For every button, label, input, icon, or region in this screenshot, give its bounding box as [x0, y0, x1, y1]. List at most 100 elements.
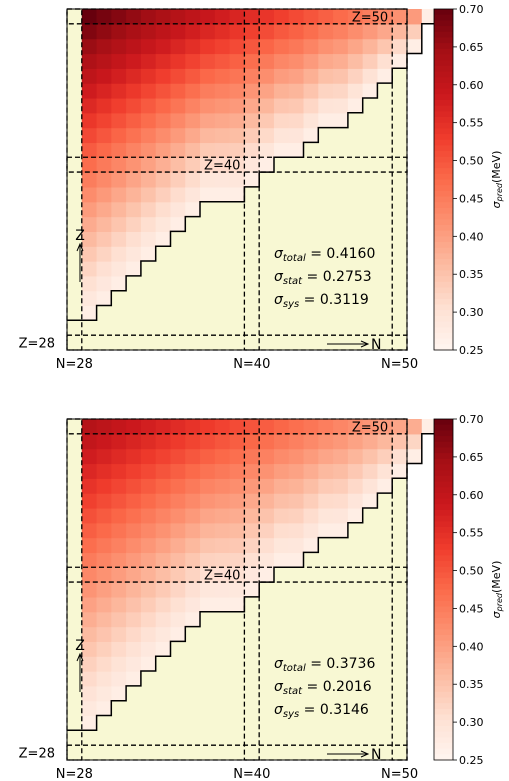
heatmap-cell	[81, 261, 98, 277]
heatmap-cell	[96, 127, 112, 144]
heatmap-cell	[170, 596, 186, 613]
heatmap-cell	[140, 68, 157, 84]
heatmap-cell	[126, 172, 142, 188]
sigma-sys: σsys = 0.3146	[274, 702, 369, 720]
heatmap-cell	[96, 97, 112, 114]
heatmap-cell	[126, 9, 142, 25]
heatmap-cell	[81, 685, 98, 702]
heatmap-cell	[200, 567, 216, 583]
label-z40: Z=40	[204, 159, 240, 174]
colorbar-segment	[434, 82, 453, 90]
heatmap-cell	[407, 448, 423, 465]
heatmap-cell	[318, 53, 334, 69]
heatmap-cell	[347, 68, 364, 84]
heatmap-cell	[244, 97, 260, 114]
heatmap-cell	[259, 567, 275, 583]
heatmap-cell	[111, 641, 127, 657]
colorbar-segment	[434, 122, 453, 129]
heatmap-cell	[81, 68, 98, 84]
colorbar-segment	[434, 185, 453, 192]
heatmap-cell	[170, 463, 186, 479]
colorbar-segment	[434, 566, 453, 574]
colorbar-segment	[434, 156, 453, 164]
heatmap-cell	[140, 596, 157, 613]
heatmap-cell	[200, 522, 216, 539]
heatmap-cell	[170, 186, 186, 203]
colorbar-segment	[434, 338, 453, 345]
colorbar-segment	[434, 481, 453, 488]
heatmap-cell	[96, 186, 112, 203]
colorbar-tick-label: 0.45	[459, 192, 484, 205]
heatmap-cell	[244, 38, 260, 55]
colorbar-segment	[434, 276, 453, 283]
heatmap-cell	[96, 478, 112, 494]
colorbar-segment	[434, 572, 453, 579]
heatmap-cell	[81, 567, 98, 583]
colorbar-segment	[434, 14, 453, 21]
heatmap-cell	[214, 552, 231, 568]
heatmap-cell	[214, 567, 231, 583]
heatmap-cell	[347, 23, 364, 40]
heatmap-cell	[200, 68, 216, 84]
colorbar-segment	[434, 691, 453, 699]
heatmap-cell	[333, 97, 349, 114]
n-arrowhead	[360, 750, 370, 758]
heatmap-cell	[200, 157, 216, 173]
heatmap-cell	[214, 463, 231, 479]
heatmap-cell	[126, 419, 142, 435]
colorbar-segment	[434, 458, 453, 466]
plot-frame	[66, 8, 408, 351]
heatmap-cell	[303, 38, 319, 55]
colorbar-tick-label: 0.50	[459, 565, 484, 578]
heatmap-cell	[170, 97, 186, 114]
colorbar-segment	[434, 532, 453, 539]
colorbar-segment	[434, 430, 453, 437]
heatmap-cell	[333, 38, 349, 55]
heatmap-cell	[111, 448, 127, 465]
heatmap-cell	[81, 507, 98, 524]
colorbar-frame	[433, 418, 454, 761]
heatmap-cell	[81, 522, 98, 539]
heatmap-cell	[362, 463, 379, 479]
heatmap-cell	[392, 9, 408, 25]
colorbar-segment	[434, 54, 453, 61]
heatmap-cell	[200, 537, 216, 554]
z-arrowhead	[76, 242, 84, 252]
heatmap-cell	[362, 9, 379, 25]
heatmap-cell	[259, 23, 275, 40]
colorbar-segment	[434, 134, 453, 141]
colorbar-segment	[434, 179, 453, 186]
heatmap-cell	[155, 626, 172, 642]
heatmap-cell	[111, 9, 127, 25]
heatmap-cell	[126, 97, 142, 114]
heatmap-cell	[155, 448, 172, 465]
heatmap-cell	[288, 493, 305, 509]
heatmap-cell	[111, 68, 127, 84]
colorbar-segment	[434, 26, 453, 33]
heatmap-cell	[140, 201, 157, 218]
colorbar-segment	[434, 629, 453, 636]
heatmap-cell	[318, 38, 334, 55]
heatmap-cell	[170, 157, 186, 173]
heatmap-cell	[155, 433, 172, 450]
heatmap-cell	[244, 142, 260, 158]
y-label-z28: Z=28	[19, 747, 55, 762]
heatmap-cell	[96, 38, 112, 55]
colorbar-segment	[434, 344, 453, 351]
heatmap-cell	[259, 97, 275, 114]
heatmap-cell	[244, 83, 260, 99]
heatmap-cell	[170, 142, 186, 158]
heatmap-cell	[126, 463, 142, 479]
heatmap-cell	[214, 38, 231, 55]
heatmap-cell	[244, 419, 260, 435]
heatmap-cell	[333, 507, 349, 524]
heatmap-cell	[200, 127, 216, 144]
heatmap-cell	[318, 419, 334, 435]
heatmap-cell	[347, 478, 364, 494]
heatmap-cell	[273, 112, 290, 129]
heatmap-cell	[214, 493, 231, 509]
heatmap-cell	[259, 112, 275, 129]
colorbar-segment	[434, 321, 453, 328]
heatmap-cell	[96, 68, 112, 84]
heatmap-cell	[155, 38, 172, 55]
